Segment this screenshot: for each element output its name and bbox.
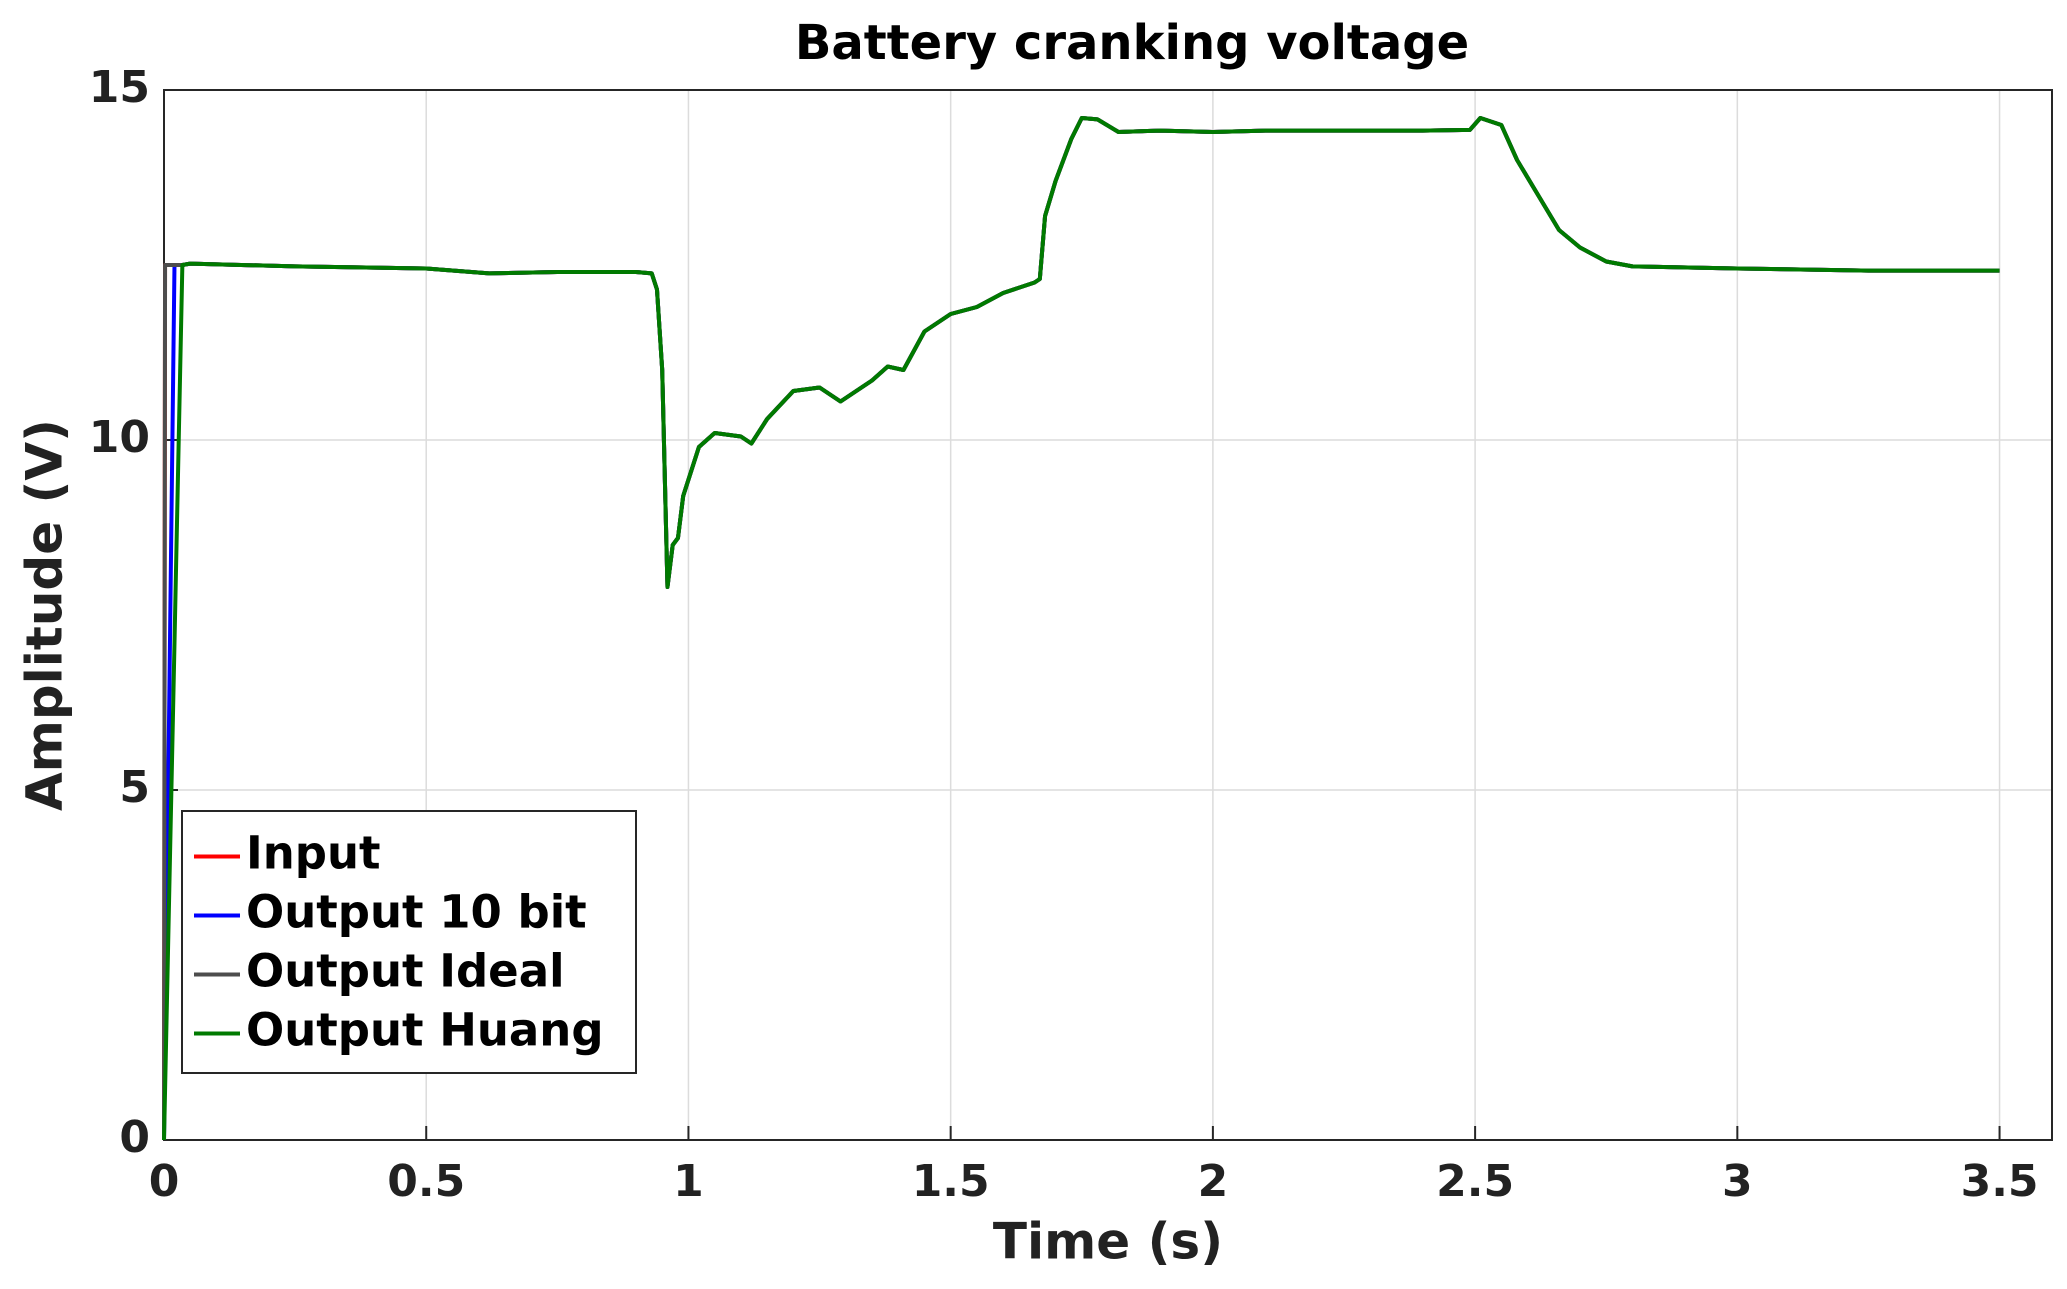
x-tick-label: 2.5: [1436, 1156, 1514, 1207]
y-tick-label: 15: [89, 62, 150, 113]
legend-label: Output Huang: [246, 1004, 604, 1057]
legend-label: Output Ideal: [246, 945, 565, 998]
x-tick-label: 1.5: [912, 1156, 990, 1207]
x-tick-label: 3: [1722, 1156, 1753, 1207]
y-tick-label: 5: [119, 762, 150, 813]
x-tick-label: 0: [149, 1156, 180, 1207]
x-tick-label: 2: [1198, 1156, 1229, 1207]
y-tick-label: 10: [89, 412, 150, 463]
legend-box: [181, 810, 637, 1074]
x-tick-label: 0.5: [387, 1156, 465, 1207]
y-tick-label: 0: [119, 1112, 150, 1163]
series-line: [162, 116, 2000, 1141]
legend-label: Input: [246, 827, 381, 880]
legend-label: Output 10 bit: [246, 886, 587, 939]
chart-title: Battery cranking voltage: [795, 15, 1469, 71]
x-tick-label: 3.5: [1961, 1156, 2039, 1207]
x-axis-label: Time (s): [993, 1213, 1223, 1271]
x-tick-label: 1: [673, 1156, 704, 1207]
y-axis-label: Amplitude (V): [16, 419, 74, 811]
